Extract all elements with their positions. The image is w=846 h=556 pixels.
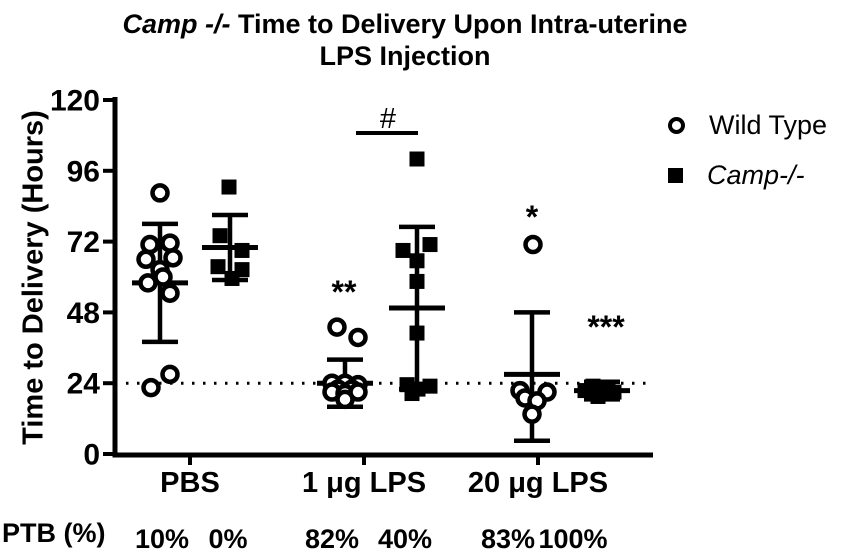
camp-ko-data-point [409, 273, 425, 289]
camp-ko-data-point [409, 253, 425, 269]
y-axis-tick-label: 120 [50, 85, 100, 118]
camp-ko-data-point [606, 384, 622, 400]
wild-type-data-point [153, 267, 173, 287]
legend-item-wild-type: Wild Type [668, 100, 827, 150]
x-axis-group-label: 20 μg LPS [468, 467, 608, 499]
x-axis-group-label: 1 μg LPS [302, 467, 426, 499]
legend-item-camp-ko: Camp-/- [668, 150, 827, 200]
x-axis-group-label: PBS [160, 467, 220, 499]
significance-annotation: # [380, 103, 396, 135]
camp-ko-data-point [409, 325, 425, 341]
wild-type-data-point [348, 327, 368, 348]
legend: Wild Type Camp-/- [668, 100, 827, 200]
chart-title: Camp -/- Time to Delivery Upon Intra-ute… [0, 8, 810, 72]
legend-label-camp-ko: Camp-/- [707, 159, 805, 190]
chart-title-rest-part: Time to Delivery Upon Intra-uterine [230, 9, 688, 39]
camp-ko-data-point [422, 378, 438, 394]
wild-type-data-point [160, 233, 180, 253]
wild-type-data-point [136, 249, 156, 270]
chart-title-italic-part: Camp -/- [122, 9, 231, 39]
y-axis-tick-label: 48 [67, 297, 100, 330]
wild-type-data-point [160, 283, 180, 303]
ptb-value: 0% [208, 524, 247, 554]
wild-type-data-point [522, 404, 542, 424]
camp-ko-data-point [234, 242, 250, 258]
camp-ko-data-point [590, 388, 606, 404]
camp-ko-data-point [409, 151, 425, 167]
wild-type-data-point [335, 389, 355, 410]
chart-title-line2: LPS Injection [319, 41, 491, 71]
wild-type-data-point [327, 317, 347, 337]
y-axis-tick-label: 24 [67, 368, 101, 401]
y-axis-tick-label: 0 [83, 439, 100, 472]
camp-ko-data-point [395, 242, 411, 258]
y-axis-tick-label: 72 [67, 226, 100, 259]
ptb-value: 100% [538, 524, 607, 554]
camp-ko-data-point [221, 179, 237, 195]
y-axis-tick-label: 96 [67, 155, 100, 188]
ptb-value: 10% [135, 524, 189, 554]
camp-ko-data-point [212, 228, 228, 244]
wild-type-data-point [160, 364, 180, 385]
wild-type-data-point [138, 273, 158, 293]
ptb-value: 83% [481, 524, 535, 554]
open-circle-icon [668, 116, 685, 134]
ptb-value: 40% [378, 524, 432, 554]
filled-square-icon [668, 167, 683, 183]
significance-annotation: ** [332, 274, 357, 310]
camp-ko-data-point [210, 259, 226, 275]
camp-ko-data-point [224, 270, 240, 286]
camp-ko-data-point [577, 383, 593, 399]
ptb-value: 82% [305, 524, 359, 554]
significance-annotation: *** [587, 309, 625, 345]
legend-label-wild-type: Wild Type [709, 109, 828, 140]
camp-ko-data-point [422, 237, 438, 253]
wild-type-data-point [141, 377, 161, 398]
chart-title-line1: Camp -/- Time to Delivery Upon Intra-ute… [0, 8, 810, 40]
wild-type-data-point [163, 248, 183, 268]
wild-type-data-point [523, 234, 543, 255]
significance-annotation: * [526, 199, 539, 235]
wild-type-data-point [150, 183, 170, 203]
camp-ko-data-point [404, 386, 420, 402]
ptb-row-label: PTB (%) [2, 518, 106, 548]
